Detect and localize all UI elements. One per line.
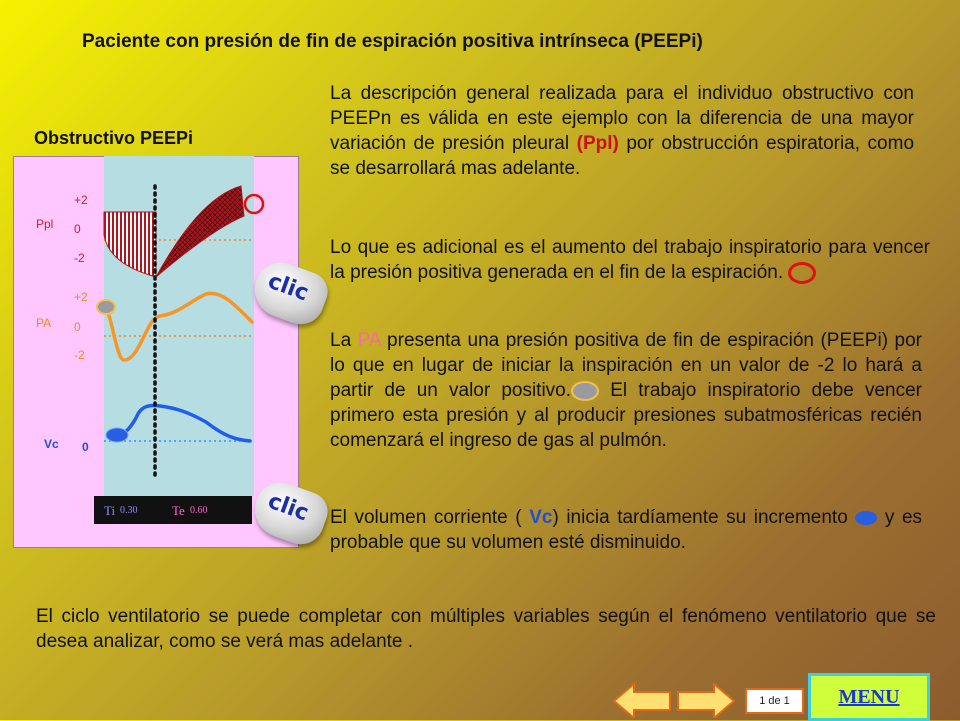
prev-arrow-button[interactable] bbox=[612, 682, 672, 718]
paragraph-3: La PA presenta una presión positiva de f… bbox=[330, 330, 923, 451]
pa-tick-minus2: -2 bbox=[74, 348, 85, 362]
pa-start-marker bbox=[96, 299, 116, 315]
ppl-tick-0: 0 bbox=[74, 222, 81, 236]
red-circle-marker bbox=[788, 261, 817, 284]
clic-button-2[interactable]: clic bbox=[246, 475, 334, 551]
ppl-expiration-fill bbox=[103, 211, 157, 278]
pa-highlight: PA bbox=[357, 330, 381, 351]
next-arrow-button[interactable] bbox=[676, 682, 736, 718]
vc-label: Vc bbox=[44, 437, 59, 451]
page-title: Paciente con presión de fin de espiració… bbox=[82, 31, 703, 52]
gray-oval-marker bbox=[571, 380, 600, 401]
pa-label: PA bbox=[36, 316, 52, 330]
clic-button-1[interactable]: clic bbox=[246, 255, 334, 331]
vc-tick-0: 0 bbox=[82, 440, 89, 454]
paragraph-5: El ciclo ventilatorio se puede completar… bbox=[36, 606, 936, 652]
vc-highlight: Vc bbox=[529, 507, 553, 528]
vc-curve bbox=[110, 403, 252, 443]
blue-oval-marker bbox=[855, 510, 878, 525]
menu-button[interactable]: MENU bbox=[808, 673, 930, 721]
ppl-highlight: (Ppl) bbox=[576, 133, 619, 154]
ppl-tick-plus2: +2 bbox=[74, 193, 88, 207]
pa-tick-plus2: +2 bbox=[74, 290, 88, 304]
ppl-end-marker bbox=[243, 193, 265, 215]
paragraph-2: Lo que es adicional es el aumento del tr… bbox=[330, 237, 930, 284]
ppl-inspiration-fill bbox=[155, 185, 245, 278]
page-counter: 1 de 1 bbox=[745, 688, 804, 714]
panel-subtitle: Obstructivo PEEPi bbox=[34, 128, 194, 148]
te-label: Te bbox=[172, 503, 185, 518]
paragraph-1: La descripción general realizada para el… bbox=[330, 83, 915, 179]
te-value: 0.60 bbox=[190, 505, 208, 516]
ppl-tick-minus2: -2 bbox=[74, 251, 85, 265]
ti-value: 0.30 bbox=[120, 505, 138, 516]
pa-curve bbox=[102, 291, 254, 362]
ti-label: Ti bbox=[104, 503, 116, 518]
paragraph-4: El volumen corriente ( Vc) inicia tardía… bbox=[330, 507, 923, 553]
pa-tick-0: 0 bbox=[74, 320, 81, 334]
waveform-svg bbox=[96, 184, 265, 478]
vc-start-marker bbox=[105, 427, 129, 443]
ti-te-bar: Ti 0.30 Te 0.60 bbox=[94, 496, 252, 524]
ppl-label: Ppl bbox=[36, 217, 54, 231]
